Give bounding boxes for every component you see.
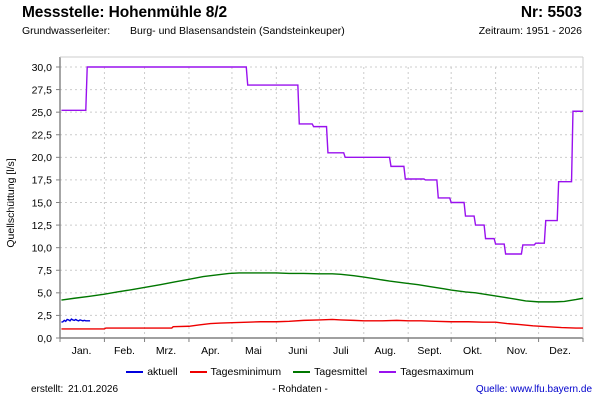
- x-tick-label: Okt.: [463, 345, 482, 356]
- x-tick-label: Feb.: [114, 345, 135, 356]
- plot-frame: [59, 56, 584, 339]
- y-tick-label: 10,0: [32, 242, 53, 254]
- legend-label: aktuell: [147, 366, 178, 378]
- chart-legend: aktuell Tagesminimum Tagesmittel Tagesmaxim…: [0, 364, 600, 380]
- created-label: erstellt:: [31, 384, 64, 395]
- legend-label: Tagesmaximum: [400, 366, 474, 378]
- x-tick-label: Mai: [245, 345, 262, 356]
- series-line-tagesmaximum: [61, 66, 583, 255]
- subtitle-row: Grundwasserleiter: Burg- und Blasensands…: [22, 25, 582, 41]
- title-row: Messstelle: Hohenmühle 8/2 Nr: 5503: [22, 4, 582, 24]
- legend-item[interactable]: Tagesmaximum: [379, 366, 474, 378]
- legend-swatch-icon: [293, 371, 311, 373]
- y-tick-label: 5,0: [37, 288, 52, 300]
- y-tick-label: 17,5: [32, 175, 53, 187]
- legend-swatch-icon: [126, 371, 144, 373]
- x-tick-label: Sept.: [417, 345, 442, 356]
- series-line-aktuell: [61, 318, 91, 323]
- grid-lines: [60, 66, 583, 339]
- legend-item[interactable]: Tagesminimum: [189, 366, 282, 378]
- raw-data-note: - Rohdaten -: [272, 384, 328, 395]
- y-tick-label: 27,5: [32, 84, 53, 96]
- x-axis-ticks: Jan. Feb. Mrz. Apr. Mai Juni Juli Aug. Sept. Okt.…: [59, 338, 584, 356]
- y-tick-label: 22,5: [32, 130, 53, 142]
- x-tick-label: Mrz.: [156, 345, 176, 356]
- x-tick-label: Apr.: [201, 345, 220, 356]
- chart-plot-area: 0,0 2,5 5,0 7,5 10,0 12,5 15,0 17,5 20,0 22,5 25,0…: [0, 46, 600, 356]
- x-tick-label: Juli: [333, 345, 349, 356]
- period-label: Zeitraum: 1951 - 2026: [478, 25, 582, 37]
- page-title: Messstelle: Hohenmühle 8/2: [22, 4, 227, 21]
- y-tick-label: 30,0: [32, 62, 53, 74]
- legend-swatch-icon: [379, 371, 397, 373]
- chart-header: Messstelle: Hohenmühle 8/2 Nr: 5503 Grun…: [0, 0, 600, 46]
- created-date: 21.01.2026: [68, 384, 119, 395]
- y-tick-label: 20,0: [32, 152, 53, 164]
- station-number: Nr: 5503: [520, 4, 582, 21]
- data-series: [61, 66, 584, 330]
- legend-label: Tagesminimum: [210, 366, 282, 378]
- source-link[interactable]: Quelle: www.lfu.bayern.de: [475, 384, 592, 395]
- y-axis-title: Quellschüttung [l/s]: [5, 158, 17, 247]
- legend-item[interactable]: aktuell: [126, 366, 178, 378]
- chart-footer: erstellt: 21.01.2026 - Rohdaten - Quelle…: [0, 384, 600, 400]
- series-line-tagesminimum: [61, 318, 583, 330]
- x-tick-label: Aug.: [374, 345, 396, 356]
- x-tick-label: Dez.: [549, 345, 571, 356]
- aquifer-label: Grundwasserleiter:: [22, 25, 111, 37]
- y-axis-ticks: 0,0 2,5 5,0 7,5 10,0 12,5 15,0 17,5 20,0 22,5 25,0…: [32, 62, 60, 345]
- y-tick-label: 7,5: [37, 265, 52, 277]
- aquifer-value: Burg- und Blasensandstein (Sandsteinkeup…: [130, 25, 345, 37]
- legend-swatch-icon: [189, 371, 207, 373]
- legend-item[interactable]: Tagesmittel: [293, 366, 367, 378]
- x-tick-label: Juni: [288, 345, 307, 356]
- y-axis-title-text: Quellschüttung [l/s]: [5, 158, 17, 247]
- y-tick-label: 2,5: [37, 310, 52, 322]
- series-line-tagesmittel: [61, 272, 584, 303]
- y-tick-label: 12,5: [32, 220, 53, 232]
- y-tick-label: 25,0: [32, 107, 53, 119]
- x-tick-label: Jan.: [72, 345, 92, 356]
- legend-label: Tagesmittel: [314, 366, 368, 378]
- y-tick-label: 0,0: [37, 333, 52, 345]
- chart-svg: 0,0 2,5 5,0 7,5 10,0 12,5 15,0 17,5 20,0 22,5 25,0…: [5, 56, 584, 356]
- x-tick-label: Nov.: [507, 345, 528, 356]
- y-tick-label: 15,0: [32, 197, 53, 209]
